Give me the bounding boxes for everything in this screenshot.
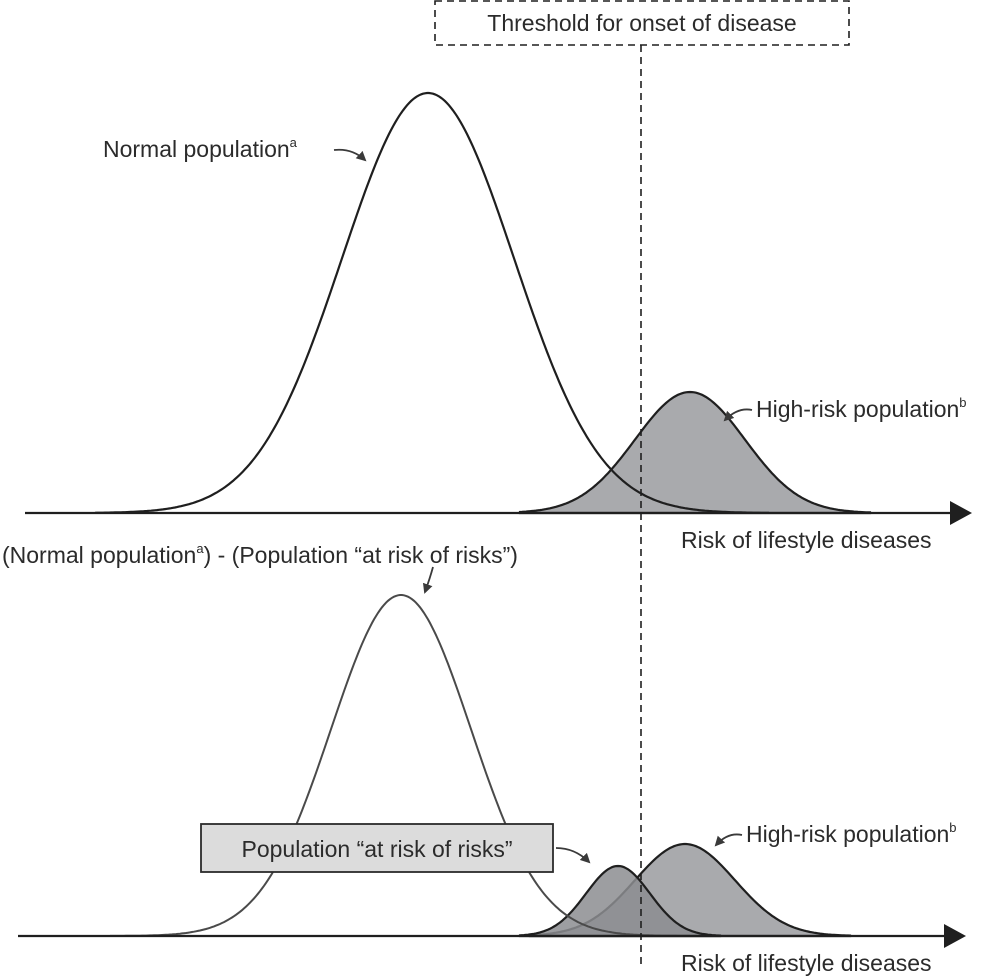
bottom-title-pointer-arrow	[422, 566, 434, 594]
top-normal-pointer-arrow	[333, 148, 367, 162]
bottom-highrisk-pointer-arrow	[714, 833, 743, 847]
at-risk-box	[200, 823, 554, 873]
bottom-highrisk-label: High-risk populationb	[746, 820, 957, 847]
top-normal-label: Normal populationa	[103, 135, 298, 162]
at-risk-box-label: Population “at risk of risks”	[242, 836, 513, 862]
bottom-panel-title: (Normal populationa) - (Population “at r…	[2, 541, 518, 568]
threshold-box	[434, 0, 850, 46]
bottom-reduced-normal-population-curve	[110, 594, 690, 937]
top-axis-label: Risk of lifestyle diseases	[681, 527, 932, 553]
top-normal-population-curve	[94, 91, 769, 514]
bottom-axis-label: Risk of lifestyle diseases	[681, 950, 932, 976]
top-highrisk-population-curve	[518, 390, 872, 515]
top-highrisk-pointer-arrow	[723, 408, 753, 422]
bottom-axis-arrowhead	[944, 924, 966, 948]
threshold-label: Threshold for onset of disease	[487, 10, 796, 36]
at-risk-pointer-arrow	[555, 847, 591, 864]
top-axis-arrowhead	[950, 501, 972, 525]
top-highrisk-label: High-risk populationb	[756, 395, 967, 422]
